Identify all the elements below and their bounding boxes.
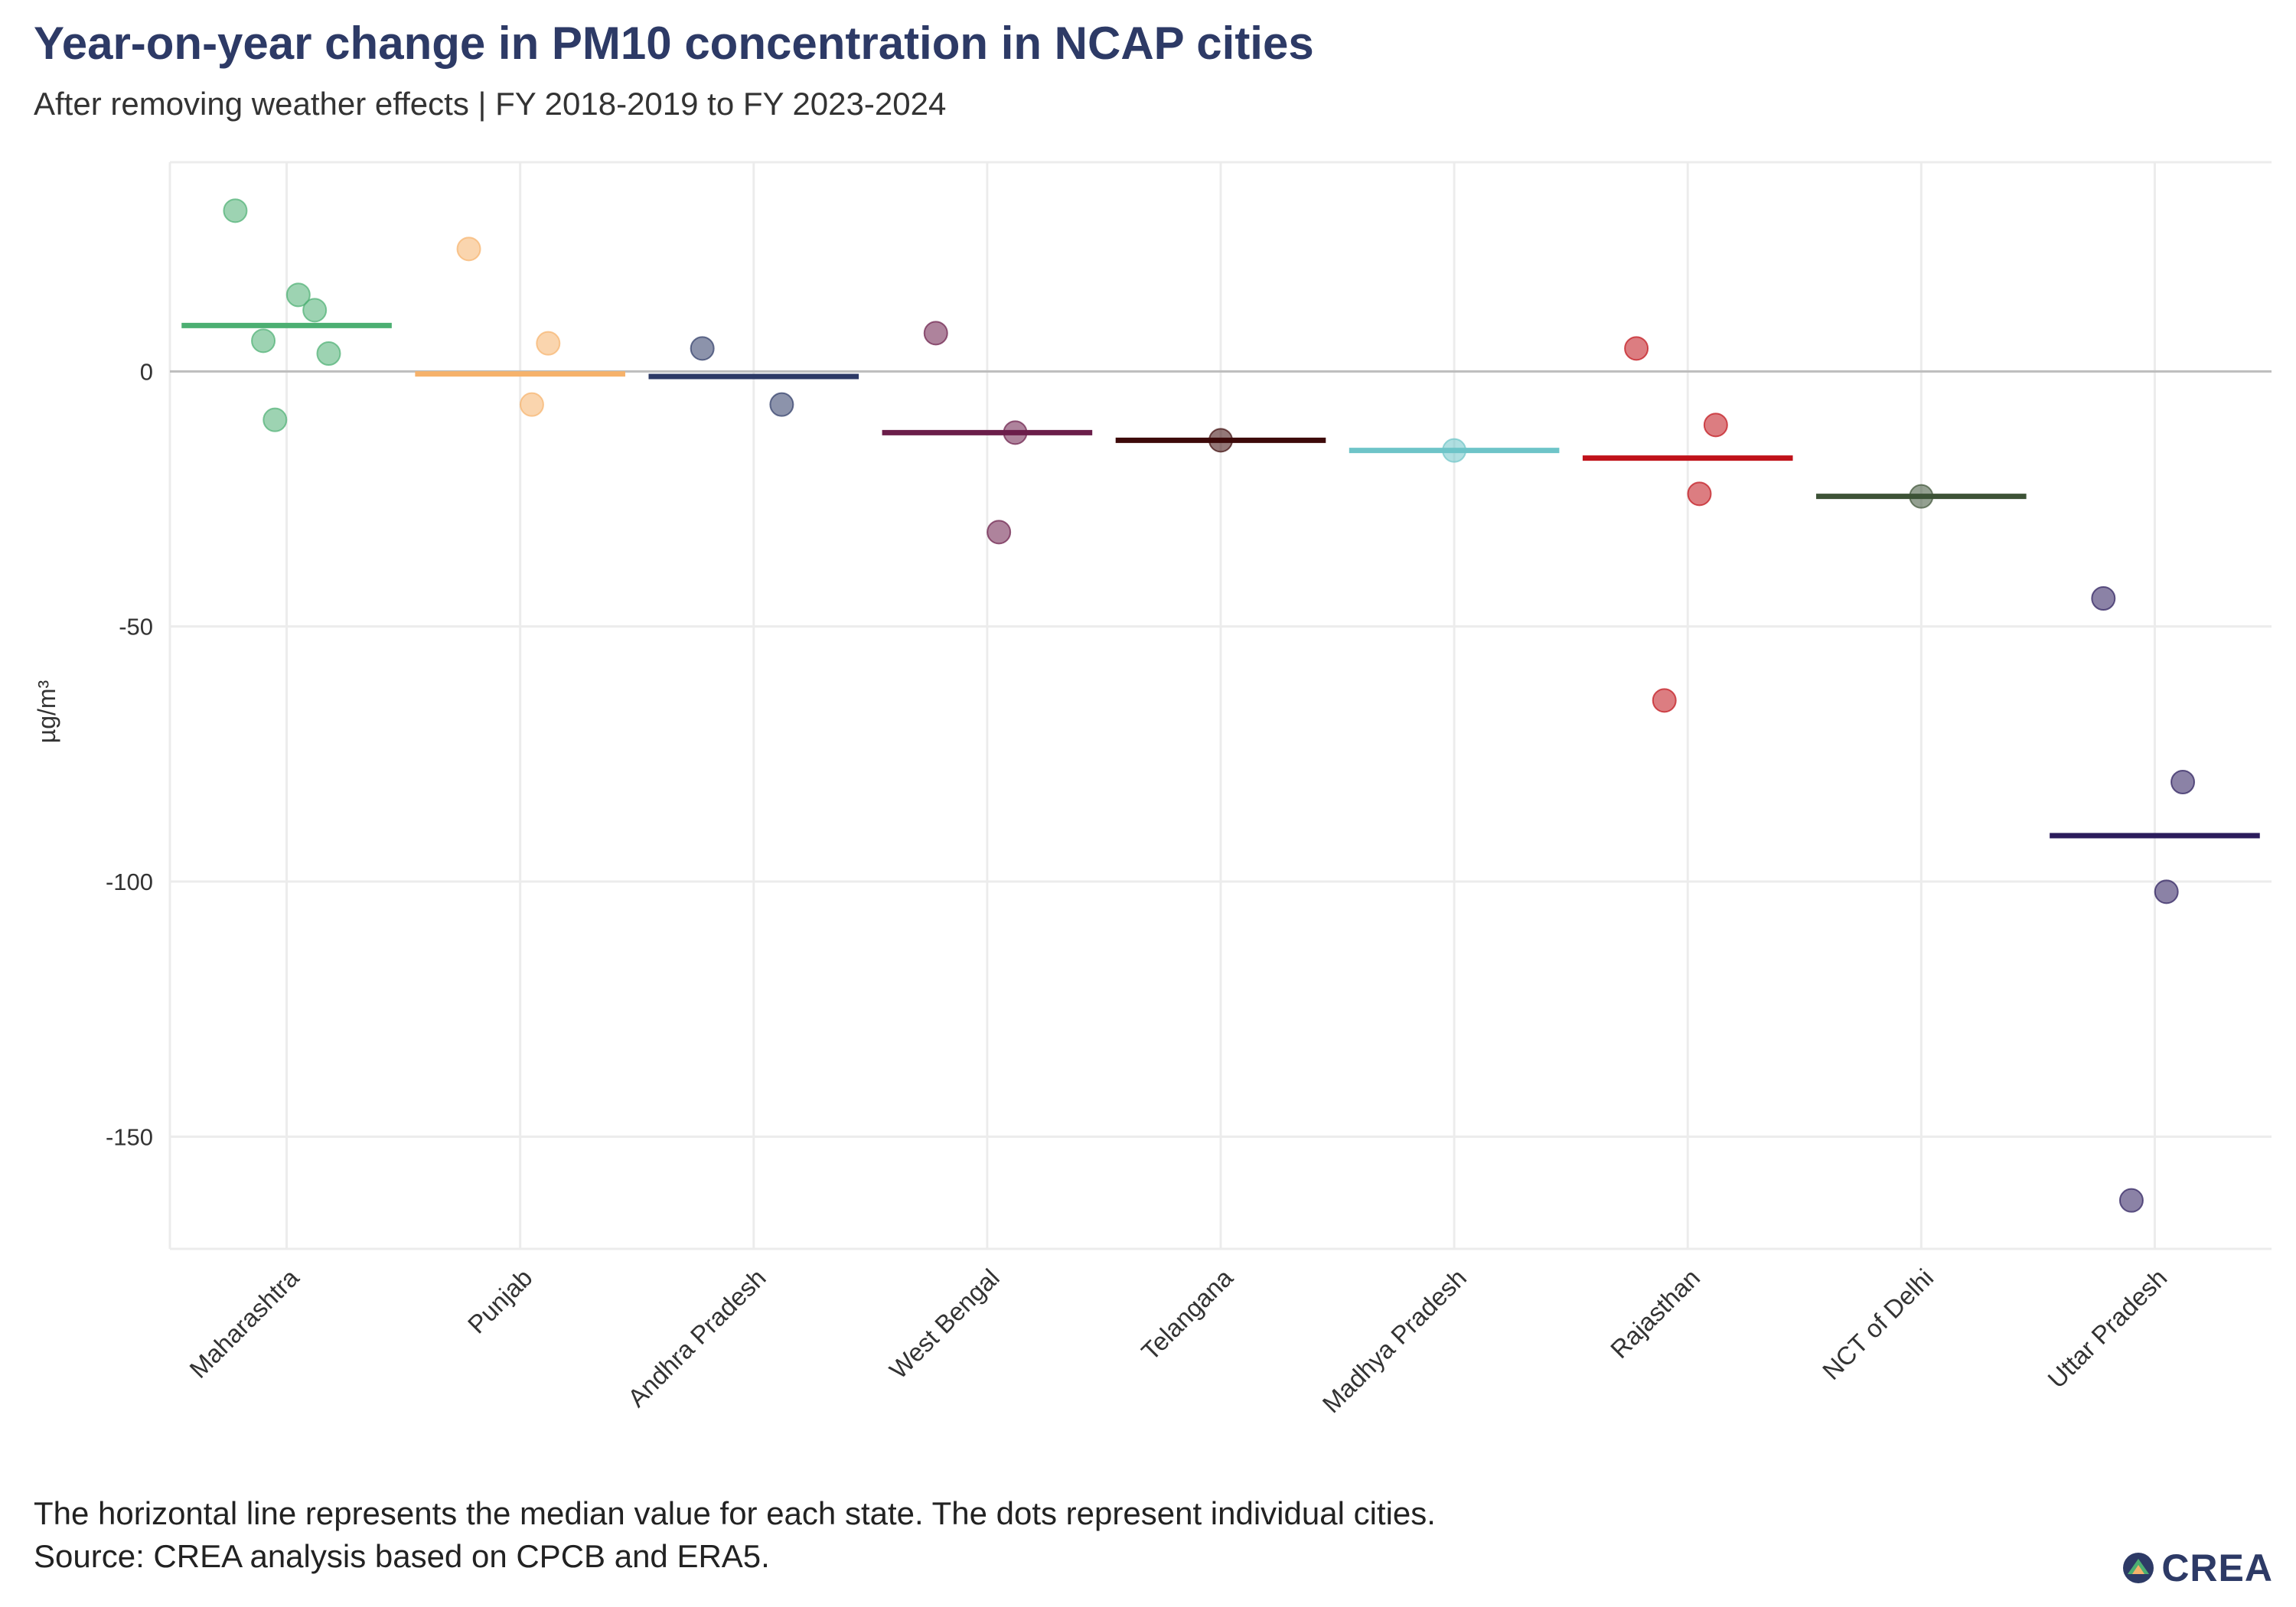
- city-point: [285, 282, 311, 308]
- city-point: [769, 392, 794, 417]
- x-tick-label: Uttar Pradesh: [2042, 1263, 2172, 1393]
- caption-source: Source: CREA analysis based on CPCB and …: [34, 1538, 770, 1574]
- chart-svg: 0 -50 -100 -150 Maharashtra Punjab Andhra Pra…: [33, 161, 2272, 1418]
- y-tick-label: -50: [119, 614, 153, 641]
- x-tick-label: Madhya Pradesh: [1316, 1263, 1472, 1419]
- x-tick-label: Telangana: [1136, 1263, 1238, 1365]
- chart-title: Year-on-year change in PM10 concentratio…: [34, 18, 1314, 69]
- city-point: [690, 336, 715, 361]
- city-point: [263, 407, 288, 432]
- x-axis-ticks: Maharashtra Punjab Andhra Pradesh West Beng…: [184, 1263, 2172, 1418]
- city-point: [2170, 770, 2196, 794]
- city-point: [223, 198, 248, 223]
- city-point: [316, 341, 341, 366]
- city-point: [1003, 420, 1028, 445]
- x-tick-label: Maharashtra: [184, 1263, 305, 1384]
- city-point: [536, 331, 561, 356]
- x-tick-label: Rajasthan: [1605, 1263, 1705, 1364]
- crea-logo: CREA: [2122, 1546, 2273, 1590]
- grid: [168, 161, 2272, 1250]
- city-point: [519, 392, 544, 417]
- city-point: [1703, 412, 1728, 438]
- y-tick-label: 0: [140, 358, 153, 385]
- x-tick-label: NCT of Delhi: [1817, 1263, 1939, 1385]
- crea-leaf-icon: [2123, 1553, 2154, 1583]
- y-axis-label: µg/m³: [33, 680, 60, 743]
- city-point: [2154, 879, 2179, 905]
- city-points: [223, 198, 2196, 1213]
- city-point: [2091, 586, 2116, 611]
- caption: The horizontal line represents the media…: [34, 1492, 1436, 1578]
- y-tick-label: -100: [106, 869, 153, 895]
- chart-subtitle: After removing weather effects | FY 2018…: [34, 86, 947, 122]
- city-point: [1208, 428, 1233, 453]
- y-axis-ticks: 0 -50 -100 -150: [106, 358, 153, 1150]
- city-point: [251, 328, 276, 354]
- city-point: [923, 321, 948, 346]
- city-point: [456, 236, 481, 262]
- y-tick-label: -150: [106, 1123, 153, 1150]
- city-point: [987, 520, 1012, 545]
- x-tick-label: Andhra Pradesh: [622, 1263, 771, 1413]
- city-point: [1442, 438, 1467, 463]
- x-tick-label: Punjab: [462, 1263, 538, 1339]
- logo-text: CREA: [2161, 1547, 2273, 1589]
- x-tick-label: West Bengal: [884, 1263, 1005, 1384]
- city-point: [1652, 688, 1677, 713]
- city-point: [1624, 336, 1649, 361]
- city-point: [1687, 481, 1712, 507]
- city-point: [1909, 484, 1934, 509]
- caption-note: The horizontal line represents the media…: [34, 1495, 1436, 1531]
- city-point: [302, 298, 328, 323]
- city-point: [2118, 1188, 2144, 1213]
